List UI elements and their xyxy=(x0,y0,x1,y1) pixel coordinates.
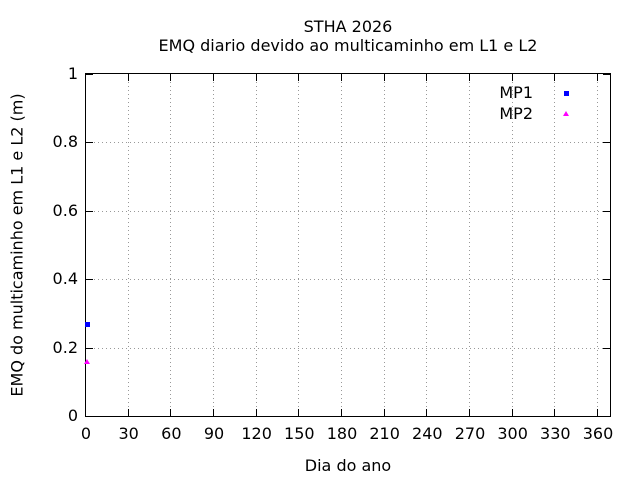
x-tick-label: 120 xyxy=(241,424,272,443)
x-grid-line xyxy=(597,74,598,416)
plot-area xyxy=(84,73,611,417)
data-point-mp1 xyxy=(85,321,91,327)
x-grid-line xyxy=(554,74,556,416)
x-tick-mark xyxy=(298,409,300,416)
y-tick-mark xyxy=(86,279,93,281)
x-tick-label: 90 xyxy=(203,424,225,443)
y-tick-mark xyxy=(86,210,93,212)
y-tick-mark xyxy=(603,210,610,212)
y-tick-mark xyxy=(86,416,93,417)
x-grid-line xyxy=(426,74,428,416)
x-tick-mark xyxy=(255,74,257,81)
x-tick-label: 0 xyxy=(80,424,92,443)
x-tick-mark xyxy=(127,74,129,81)
x-tick-label: 300 xyxy=(497,424,528,443)
x-tick-mark xyxy=(469,409,470,416)
y-tick-mark xyxy=(86,142,93,144)
y-tick-label: 0.8 xyxy=(52,132,78,152)
x-tick-label: 210 xyxy=(369,424,400,443)
x-tick-mark xyxy=(426,74,428,81)
x-tick-label: 330 xyxy=(540,424,571,443)
y-tick-mark xyxy=(603,279,610,281)
x-tick-mark xyxy=(597,74,598,81)
x-tick-mark xyxy=(341,74,342,81)
x-tick-mark xyxy=(341,409,342,416)
x-grid-line xyxy=(298,74,300,416)
y-tick-mark xyxy=(86,347,93,349)
x-tick-mark xyxy=(511,409,513,416)
legend-label-mp2: MP2 xyxy=(499,103,533,123)
x-grid-line xyxy=(341,74,342,416)
x-tick-mark xyxy=(170,409,172,416)
x-tick-mark xyxy=(170,74,172,81)
x-tick-mark xyxy=(383,74,385,81)
x-tick-label: 150 xyxy=(284,424,315,443)
x-tick-mark xyxy=(554,409,556,416)
y-tick-mark xyxy=(603,347,610,349)
x-tick-mark xyxy=(426,409,428,416)
y-tick-mark xyxy=(603,416,610,417)
x-grid-line xyxy=(127,74,129,416)
x-grid-line xyxy=(170,74,172,416)
x-tick-mark xyxy=(255,409,257,416)
y-tick-label: 0.2 xyxy=(52,337,78,357)
x-tick-mark xyxy=(85,74,86,81)
y-grid-line xyxy=(86,210,610,212)
y-grid-line xyxy=(86,142,610,144)
data-point-mp2 xyxy=(84,359,91,365)
x-grid-line xyxy=(511,74,513,416)
x-tick-mark xyxy=(213,409,214,416)
y-tick-label: 0 xyxy=(67,406,78,425)
x-tick-mark xyxy=(554,74,556,81)
x-tick-mark xyxy=(298,74,300,81)
y-tick-mark xyxy=(86,74,93,75)
y-tick-label: 0.6 xyxy=(52,200,78,220)
x-grid-line xyxy=(383,74,385,416)
chart-subtitle: EMQ diario devido ao multicaminho em L1 … xyxy=(158,36,538,55)
x-tick-mark xyxy=(127,409,129,416)
x-tick-mark xyxy=(85,409,86,416)
x-tick-mark xyxy=(511,74,513,81)
x-tick-label: 180 xyxy=(326,424,358,443)
x-tick-mark xyxy=(383,409,385,416)
x-tick-label: 30 xyxy=(118,424,139,443)
legend-marker-mp2 xyxy=(563,111,569,116)
legend-marker-mp1 xyxy=(564,90,569,96)
y-tick-label: 0.4 xyxy=(52,269,78,289)
x-tick-mark xyxy=(213,74,214,81)
x-tick-label: 240 xyxy=(412,424,443,443)
y-tick-mark xyxy=(603,142,610,144)
x-tick-mark xyxy=(597,409,598,416)
x-tick-label: 270 xyxy=(454,424,486,443)
y-grid-line xyxy=(86,347,610,349)
y-tick-label: 1 xyxy=(67,64,78,83)
x-grid-line xyxy=(255,74,257,416)
x-tick-label: 60 xyxy=(161,424,182,443)
y-tick-mark xyxy=(603,74,610,75)
x-grid-line xyxy=(213,74,214,416)
x-axis-label: Dia do ano xyxy=(304,456,392,475)
x-tick-mark xyxy=(469,74,470,81)
chart-title: STHA 2026 xyxy=(303,17,393,36)
x-tick-label: 360 xyxy=(582,424,614,443)
x-grid-line xyxy=(469,74,470,416)
y-grid-line xyxy=(86,279,610,281)
legend-label-mp1: MP1 xyxy=(499,83,533,102)
